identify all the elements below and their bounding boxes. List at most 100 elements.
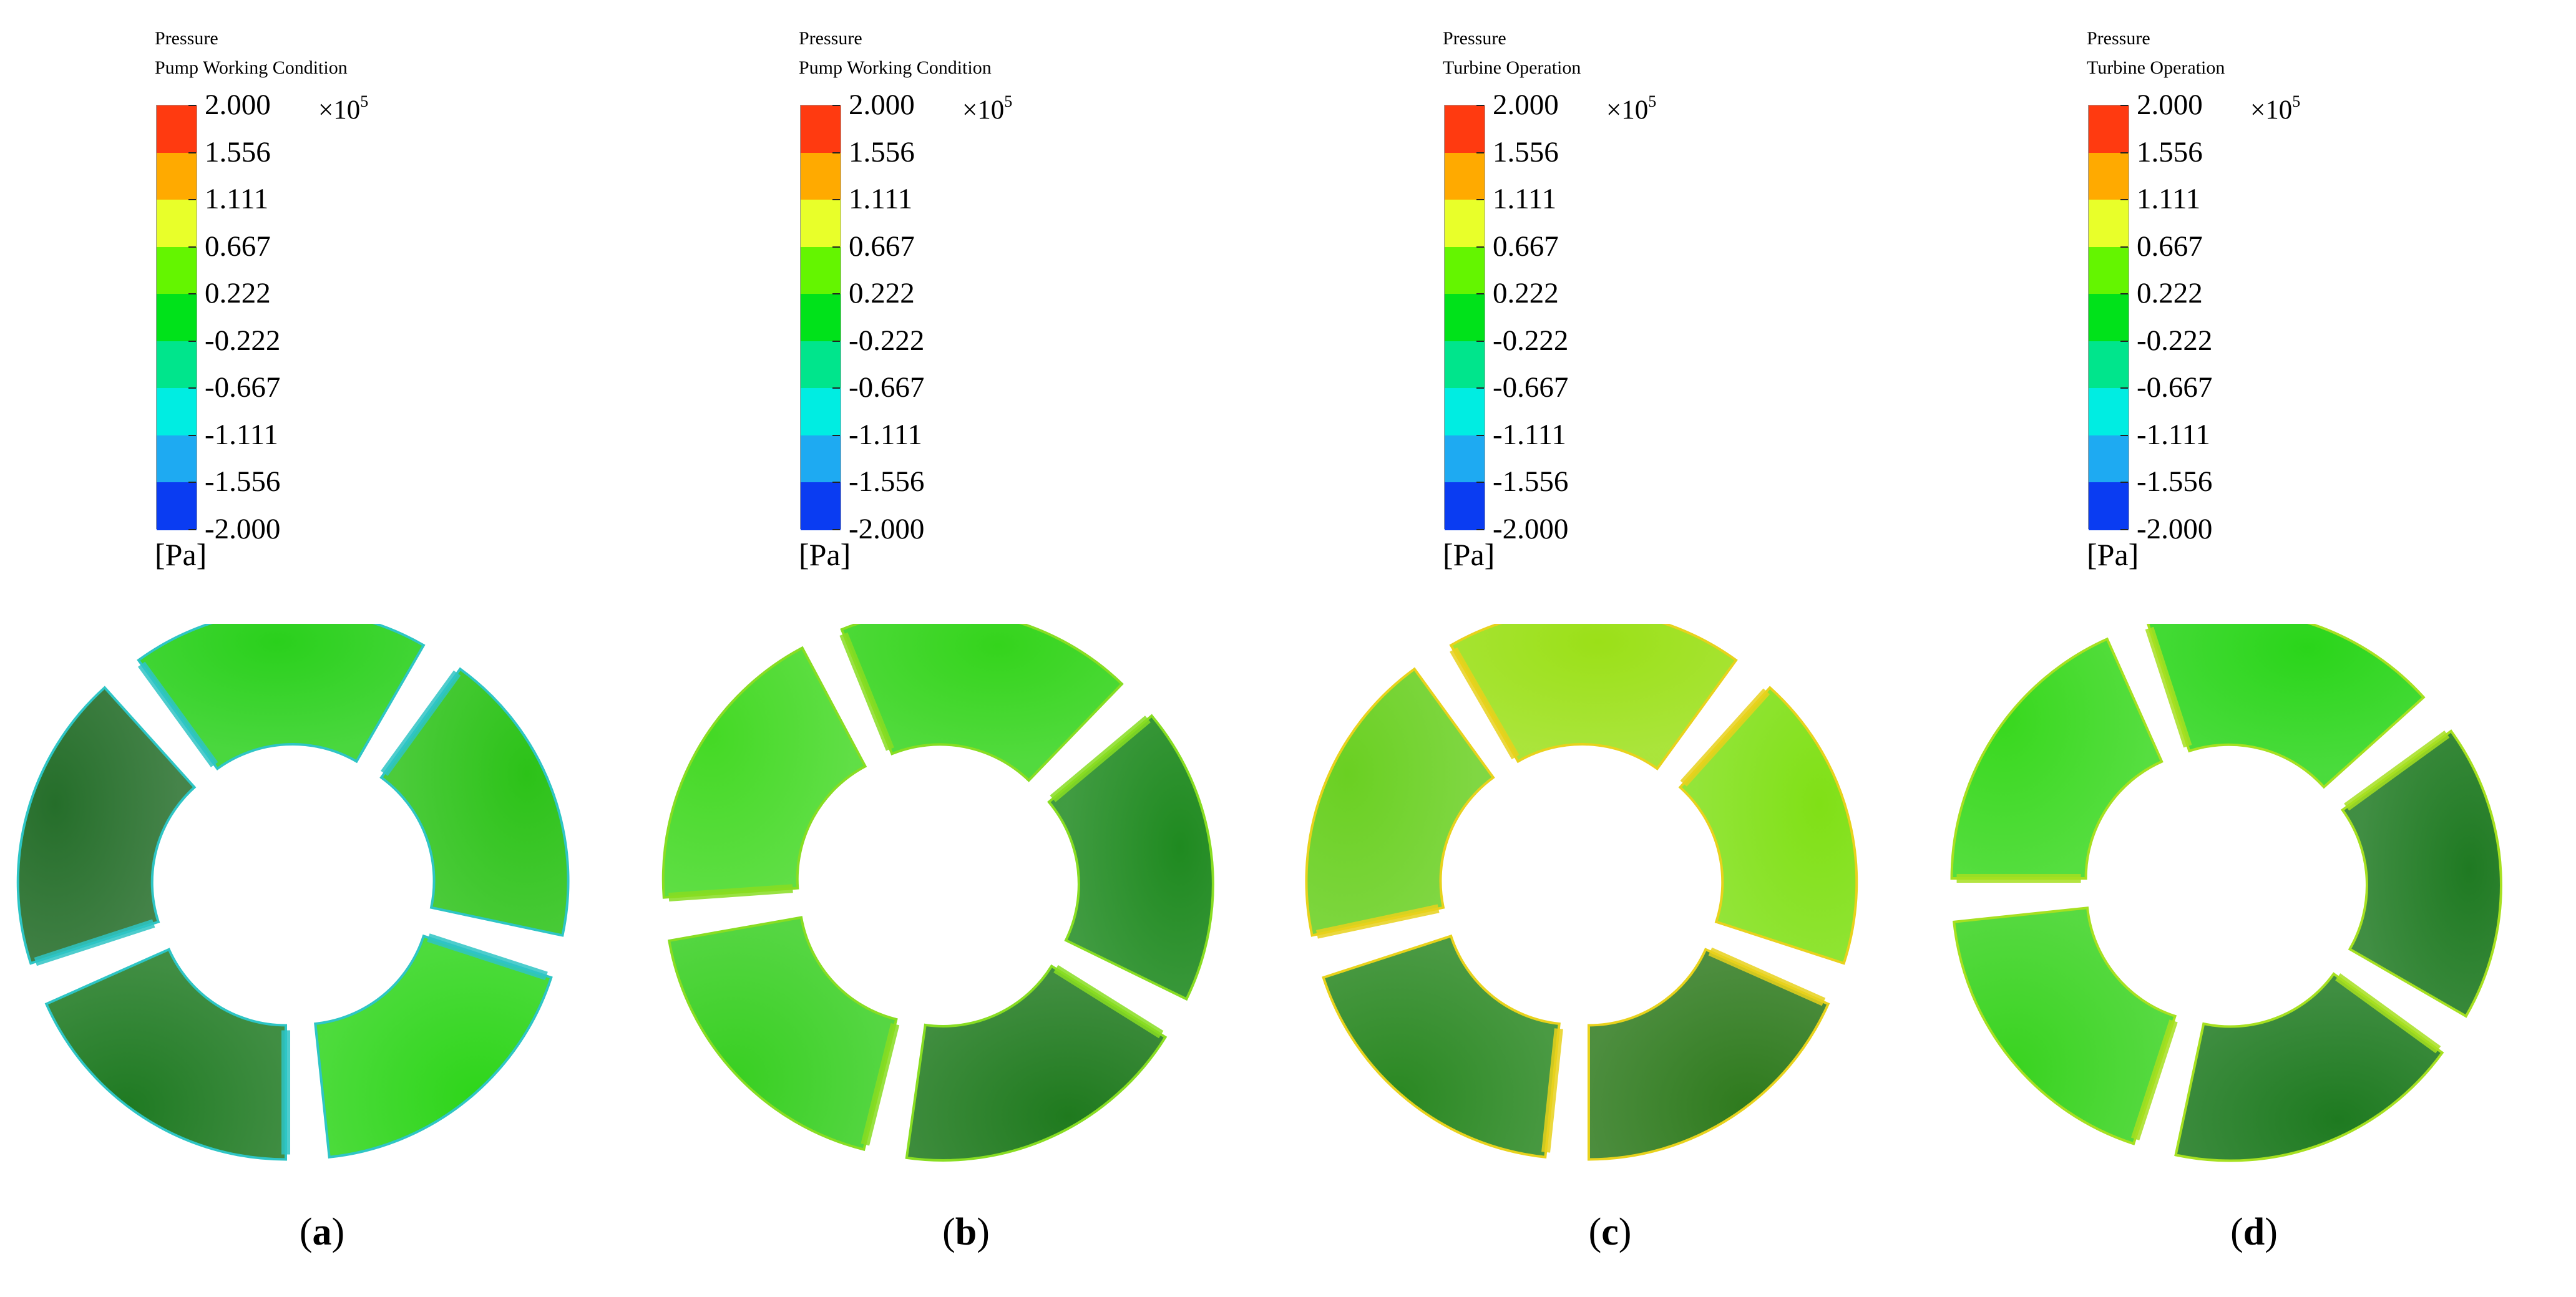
runner-blade (905, 964, 1168, 1162)
runner-blade (314, 934, 553, 1159)
colorbar-tick (188, 482, 196, 483)
runner-blade (1587, 948, 1830, 1161)
colorbar-band (801, 152, 841, 201)
colorbar-tick-label: -0.222 (1493, 324, 1569, 357)
runner-blade (1953, 906, 2177, 1145)
multiplier-base: ×10 (962, 95, 1005, 125)
colorbar-tick-label: 1.111 (1493, 183, 1557, 216)
colorbar-tick (2120, 434, 2128, 436)
colorbar-tick-label: 0.667 (1493, 230, 1559, 263)
colorbar-band (1445, 482, 1485, 530)
colorbar-band (801, 294, 841, 342)
colorbar-tick-label: 1.556 (2137, 135, 2203, 168)
colorbar-tick (832, 529, 840, 530)
colorbar-tick-label: 1.556 (205, 135, 271, 168)
colorbar-tick (1476, 293, 1484, 295)
legend-condition-title: Turbine Operation (1443, 57, 1581, 78)
colorbar-tick-label: 0.222 (849, 277, 915, 310)
colorbar (1444, 105, 1485, 530)
panel-caption: (b) (942, 1211, 990, 1253)
pressure-legend: Pressure Turbine Operation 2.000 1.556 1.111… (2082, 25, 2456, 586)
multiplier-base: ×10 (2250, 95, 2293, 125)
colorbar-band (157, 435, 197, 483)
scale-multiplier: ×105 (1606, 92, 1656, 125)
blade-edge-highlight (1680, 688, 1770, 787)
colorbar-band (157, 152, 197, 201)
colorbar-tick (1476, 246, 1484, 248)
runner-blade (2341, 729, 2502, 1018)
colorbar-band (801, 388, 841, 436)
colorbar-tick (832, 387, 840, 389)
blade-edge-highlight (1541, 1028, 1563, 1153)
legend-unit: [Pa] (1443, 537, 1495, 572)
colorbar-tick (832, 434, 840, 436)
colorbar-tick (1476, 340, 1484, 342)
colorbar-band (801, 105, 841, 153)
colorbar-tick (832, 152, 840, 153)
colorbar-tick-label: -1.556 (849, 465, 925, 498)
blade-edge-highlight (1050, 716, 1151, 802)
colorbar-tick (2120, 293, 2128, 295)
colorbar-tick-label: 0.222 (2137, 277, 2203, 310)
colorbar-tick (2120, 340, 2128, 342)
colorbar-tick-label: 0.667 (849, 230, 915, 263)
colorbar-tick-label: -1.111 (849, 418, 922, 451)
runner-blade (379, 667, 570, 937)
colorbar-tick (832, 246, 840, 248)
blade-edge-highlight (2344, 731, 2450, 811)
colorbar-tick (2120, 105, 2128, 106)
colorbar-band (157, 388, 197, 436)
blade-edge-highlight (2130, 1019, 2178, 1140)
colorbar-tick-label: 1.556 (849, 135, 915, 168)
legend-condition-title: Pump Working Condition (799, 57, 992, 78)
colorbar-tick-label: 1.111 (849, 183, 913, 216)
scale-multiplier: ×105 (2250, 92, 2301, 125)
colorbar-band (157, 294, 197, 342)
colorbar-tick-label: -0.667 (2137, 371, 2213, 404)
colorbar-band (2089, 105, 2129, 153)
colorbar-tick-label: 2.000 (2137, 89, 2203, 121)
colorbar-tick (1476, 434, 1484, 436)
colorbar-tick-label: -1.556 (1493, 465, 1569, 498)
runner-blade (1047, 714, 1214, 1001)
runner-pressure-contour (661, 624, 1214, 1162)
colorbar-tick (1476, 387, 1484, 389)
colorbar-tick-label: -0.667 (205, 371, 281, 404)
scale-multiplier: ×105 (962, 92, 1012, 125)
colorbar-band (1445, 200, 1485, 248)
colorbar-tick-label: -0.667 (1493, 371, 1569, 404)
colorbar-tick (1476, 152, 1484, 153)
colorbar-tick-label: 1.556 (1493, 135, 1559, 168)
colorbar-tick-label: -1.111 (2137, 418, 2210, 451)
scale-multiplier: ×105 (318, 92, 368, 125)
blade-edge-highlight (381, 670, 461, 776)
colorbar-band (801, 482, 841, 530)
runner-pressure-contour (1950, 624, 2502, 1162)
multiplier-exponent: 5 (2292, 92, 2301, 110)
colorbar-tick (188, 434, 196, 436)
colorbar-band (2089, 341, 2129, 389)
runner-blade (1322, 934, 1561, 1159)
blade-edge-highlight (1450, 647, 1520, 760)
runner-blade (2174, 972, 2444, 1162)
colorbar-tick-label: 2.000 (205, 89, 271, 121)
colorbar-band (2089, 482, 2129, 530)
colorbar-tick (832, 105, 840, 106)
colorbar-tick (1476, 482, 1484, 483)
colorbar-tick-label: 0.222 (1493, 277, 1559, 310)
blade-edge-highlight (138, 661, 218, 767)
runner-blade (44, 948, 288, 1161)
runner-pressure-contour (16, 624, 570, 1161)
legend-condition-title: Pump Working Condition (155, 57, 348, 78)
colorbar-tick (188, 529, 196, 530)
blade-edge-highlight (1316, 904, 1440, 939)
colorbar-tick (1476, 105, 1484, 106)
panel-caption: (c) (1588, 1211, 1632, 1253)
pressure-legend: Pressure Turbine Operation 2.000 1.556 1.111… (1438, 25, 1812, 586)
colorbar (800, 105, 841, 530)
colorbar-tick (188, 293, 196, 295)
legend-variable-title: Pressure (1443, 28, 1506, 49)
colorbar-tick-label: -2.000 (205, 513, 281, 545)
legend-unit: [Pa] (2087, 537, 2139, 572)
colorbar-band (157, 341, 197, 389)
